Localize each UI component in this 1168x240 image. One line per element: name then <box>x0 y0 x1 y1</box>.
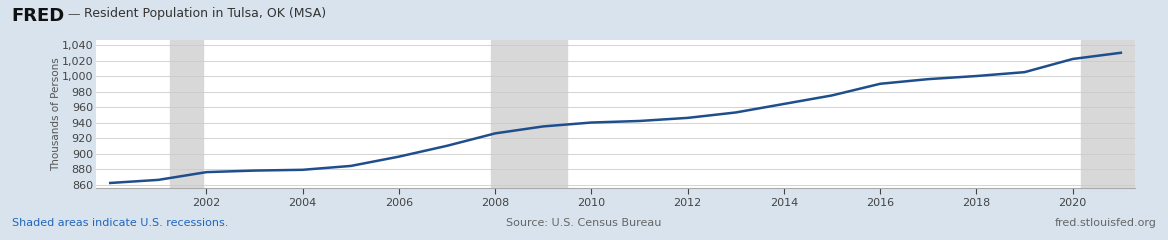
Bar <box>1080 40 1135 188</box>
Y-axis label: Thousands of Persons: Thousands of Persons <box>51 57 61 171</box>
Text: fred.stlouisfed.org: fred.stlouisfed.org <box>1055 218 1156 228</box>
Text: FRED: FRED <box>12 7 65 25</box>
Text: Resident Population in Tulsa, OK (MSA): Resident Population in Tulsa, OK (MSA) <box>84 7 326 20</box>
Text: —: — <box>68 8 81 21</box>
Text: Shaded areas indicate U.S. recessions.: Shaded areas indicate U.S. recessions. <box>12 218 228 228</box>
Text: Source: U.S. Census Bureau: Source: U.S. Census Bureau <box>506 218 662 228</box>
Bar <box>171 40 202 188</box>
Bar <box>492 40 568 188</box>
